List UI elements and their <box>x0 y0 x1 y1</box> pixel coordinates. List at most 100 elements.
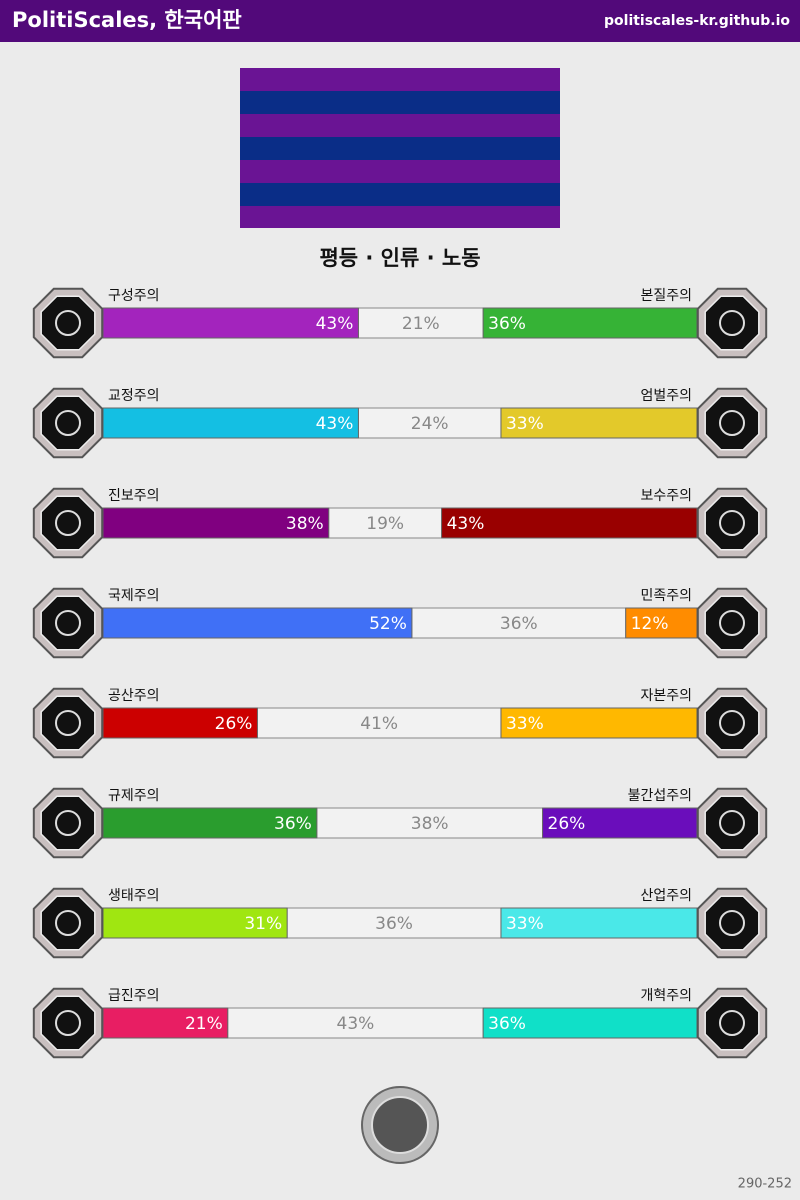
right-axis-name: 민족주의 <box>640 588 692 604</box>
flag <box>240 68 560 228</box>
neutral-value-label: 36% <box>375 914 413 934</box>
left-bar <box>102 407 359 439</box>
seal-inner <box>371 1096 429 1154</box>
left-axis-name: 공산주의 <box>108 688 160 704</box>
axis-icon <box>40 595 96 651</box>
result-title: 평등 · 인류 · 노동 <box>319 246 480 270</box>
left-value-label: 21% <box>185 1014 223 1034</box>
neutral-value-label: 43% <box>337 1014 375 1034</box>
right-value-label: 33% <box>506 914 544 934</box>
header-title: PolitiScales, 한국어판 <box>12 8 242 32</box>
right-axis-name: 보수주의 <box>640 488 692 504</box>
left-axis-name: 교정주의 <box>108 388 160 404</box>
axis-icon-detail <box>55 810 81 836</box>
axis-icon <box>40 795 96 851</box>
axis-icon <box>704 895 760 951</box>
axis-icon-detail <box>55 410 81 436</box>
left-value-label: 43% <box>316 414 354 434</box>
left-axis-name: 진보주의 <box>108 488 160 504</box>
right-axis-name: 산업주의 <box>640 888 692 904</box>
axis-icon <box>40 695 96 751</box>
axis-icon-detail <box>55 910 81 936</box>
header-bar <box>0 0 800 42</box>
axis-icon-detail <box>719 1010 745 1036</box>
axis-icon <box>40 395 96 451</box>
left-value-label: 26% <box>215 714 253 734</box>
axis-icon-detail <box>55 610 81 636</box>
axis-icon-detail <box>719 910 745 936</box>
right-value-label: 33% <box>506 414 544 434</box>
left-bar <box>102 907 288 939</box>
right-axis-name: 본질주의 <box>640 288 692 304</box>
axis-icon-detail <box>719 510 745 536</box>
axis-icon <box>40 995 96 1051</box>
right-value-label: 26% <box>548 814 586 834</box>
left-bar <box>102 707 258 739</box>
axis-icon <box>40 495 96 551</box>
right-value-label: 12% <box>631 614 669 634</box>
left-value-label: 43% <box>316 314 354 334</box>
right-value-label: 33% <box>506 714 544 734</box>
axis-icon-detail <box>719 410 745 436</box>
right-bar <box>482 307 698 339</box>
left-bar <box>102 507 330 539</box>
right-axis-name: 엄벌주의 <box>640 388 692 404</box>
neutral-value-label: 21% <box>402 314 440 334</box>
left-value-label: 36% <box>274 814 312 834</box>
axis-icon <box>704 695 760 751</box>
neutral-bar <box>357 307 484 339</box>
left-axis-name: 구성주의 <box>108 288 160 304</box>
right-bar <box>482 1007 698 1039</box>
right-bar <box>500 707 698 739</box>
neutral-bar <box>411 607 627 639</box>
right-bar <box>542 807 698 839</box>
flag-stripe <box>240 137 560 160</box>
left-axis-name: 생태주의 <box>108 888 160 904</box>
right-value-label: 36% <box>488 314 526 334</box>
axis-icon <box>40 295 96 351</box>
axis-icon-detail <box>55 710 81 736</box>
neutral-value-label: 36% <box>500 614 538 634</box>
neutral-bar <box>286 907 502 939</box>
seal <box>361 1086 439 1164</box>
left-value-label: 38% <box>286 514 324 534</box>
left-axis-name: 국제주의 <box>108 588 160 604</box>
axis-icon-detail <box>55 1010 81 1036</box>
neutral-bar <box>316 807 544 839</box>
flag-stripe <box>240 183 560 206</box>
right-bar <box>625 607 698 639</box>
axis-icon <box>704 295 760 351</box>
right-axis-name: 자본주의 <box>640 688 692 704</box>
axis-icon-detail <box>55 310 81 336</box>
left-value-label: 52% <box>369 614 407 634</box>
axis-icon-detail <box>719 610 745 636</box>
neutral-value-label: 24% <box>411 414 449 434</box>
right-bar <box>441 507 698 539</box>
axis-icon-detail <box>719 710 745 736</box>
left-axis-name: 규제주의 <box>108 788 160 804</box>
left-bar <box>102 1007 229 1039</box>
axis-icon <box>704 795 760 851</box>
header-url[interactable]: politiscales-kr.github.io <box>604 13 790 29</box>
neutral-value-label: 38% <box>411 814 449 834</box>
right-value-label: 43% <box>447 514 485 534</box>
footer-code: 290-252 <box>738 1177 792 1192</box>
right-axis-name: 불간섭주의 <box>628 788 692 804</box>
left-bar <box>102 607 413 639</box>
axis-icon <box>40 895 96 951</box>
axis-icon <box>704 595 760 651</box>
axis-icon <box>704 995 760 1051</box>
right-bar <box>500 407 698 439</box>
axis-icon-detail <box>719 310 745 336</box>
axis-icon <box>704 495 760 551</box>
neutral-value-label: 19% <box>366 514 404 534</box>
right-axis-name: 개혁주의 <box>640 988 692 1004</box>
left-axis-name: 급진주의 <box>108 988 160 1004</box>
flag-stripe <box>240 91 560 114</box>
right-bar <box>500 907 698 939</box>
axis-icon <box>704 395 760 451</box>
left-bar <box>102 807 318 839</box>
left-value-label: 31% <box>244 914 282 934</box>
